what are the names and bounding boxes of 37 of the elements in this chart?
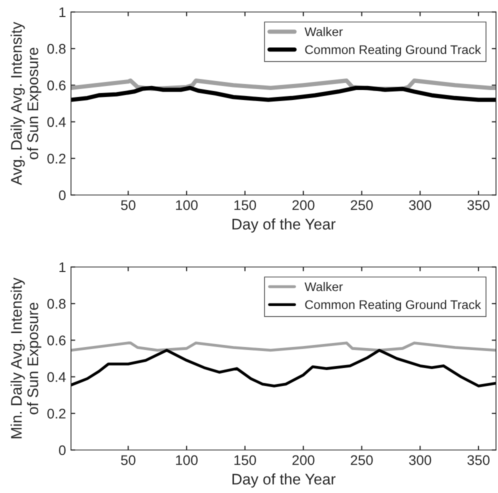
- y-tick-label: 0.6: [47, 80, 66, 90]
- y-tick-label: 0.8: [47, 298, 66, 309]
- y-tick-label: 1: [59, 7, 66, 18]
- y-tick-label: 0.6: [47, 336, 66, 346]
- x-axis-title: Day of the Year: [232, 473, 336, 488]
- x-tick-label: 250: [350, 200, 373, 210]
- x-tick-label: 200: [292, 200, 314, 210]
- y-tick-label: 0: [58, 445, 66, 456]
- line-series: [71, 86, 496, 102]
- x-axis-title: Day of the Year: [232, 218, 336, 233]
- x-tick-label: 300: [409, 455, 432, 466]
- x-tick-label: 200: [292, 455, 314, 466]
- x-tick-label: 300: [409, 200, 432, 210]
- y-tick-label: 0.4: [47, 117, 66, 127]
- y-axis-title: Avg. Daily Avg. Intensity of Sun Exposure: [10, 22, 42, 186]
- y-tick-label: 0.8: [47, 44, 66, 54]
- legend-label: Common Reating Ground Track: [305, 44, 482, 57]
- y-axis-title: Min. Daily Avg. Intensity of Sun Exposure: [10, 278, 42, 438]
- x-tick-label: 100: [176, 200, 198, 210]
- y-tick-label: 0.4: [47, 372, 66, 382]
- y-tick-label: 1: [59, 262, 66, 272]
- x-tick-label: 150: [234, 455, 256, 466]
- x-tick-label: 50: [121, 455, 136, 466]
- x-tick-label: 100: [176, 455, 198, 466]
- legend-label: Walker: [304, 27, 343, 36]
- y-tick-label: 0.2: [47, 408, 66, 419]
- x-tick-label: 250: [350, 455, 373, 466]
- line-series: [71, 348, 496, 388]
- y-tick-label: 0: [58, 190, 66, 200]
- x-tick-label: 350: [467, 200, 490, 210]
- legend-label: Walker: [304, 282, 343, 292]
- y-tick-label: 0.2: [47, 154, 66, 164]
- line-series: [71, 342, 496, 352]
- x-tick-label: 350: [467, 455, 490, 466]
- legend-label: Common Reating Ground Track: [305, 300, 482, 312]
- x-tick-label: 150: [234, 200, 256, 210]
- x-tick-label: 50: [121, 200, 136, 210]
